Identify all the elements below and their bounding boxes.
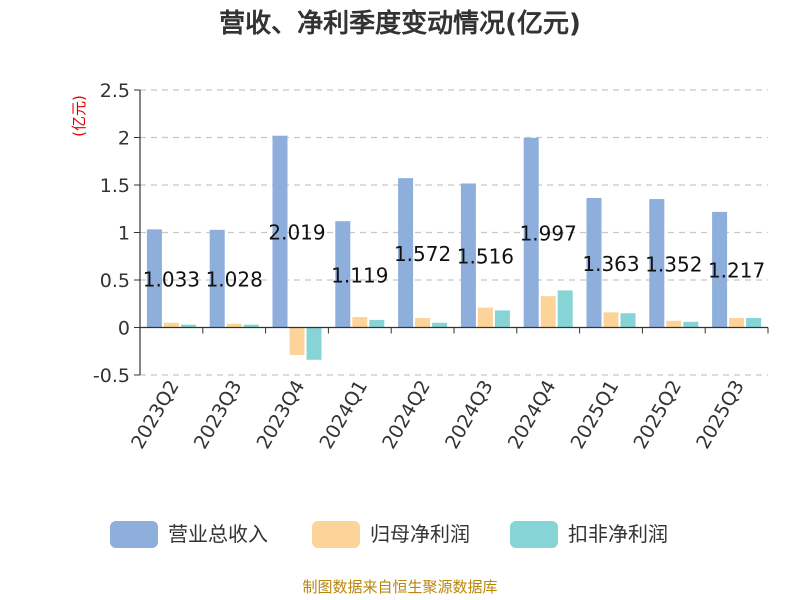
bar-3 [180,324,196,328]
x-tick-label: 2023Q4 [253,377,310,453]
bar-1 [649,199,665,328]
legend-label: 营业总收入 [168,522,268,546]
bar-3 [243,324,259,328]
bar-2 [729,318,745,328]
y-axis-unit: (亿元) [70,95,88,137]
x-tick-label: 2024Q1 [315,377,372,453]
source-note: 制图数据来自恒生聚源数据库 [302,578,497,596]
y-axis-ticks: -0.5 0 0.5 1 1.5 2 2.5 [93,80,140,387]
bar-2 [666,320,682,328]
data-label: 1.572 [394,242,451,266]
chart-title: 营收、净利季度变动情况(亿元) [219,8,581,39]
bar-3 [432,322,448,328]
bar-2 [163,322,179,328]
x-tick-label: 2023Q2 [127,377,184,453]
bars [146,135,762,360]
legend-label: 扣非净利润 [568,522,668,546]
bar-1 [523,137,539,328]
bar-3 [620,313,636,328]
x-axis-ticks: 2023Q2 2023Q3 2023Q4 2024Q1 2024Q2 2024Q3 2024… [127,377,749,453]
bar-2 [226,323,242,328]
bar-1 [460,183,476,328]
bar-2 [415,318,431,328]
bar-3 [683,321,699,328]
data-label: 1.028 [206,268,263,292]
y-tick-label: 0.5 [100,270,130,292]
grid-lines [140,89,768,376]
legend-swatch [510,521,558,548]
bar-1 [146,229,162,328]
bar-1 [335,221,351,328]
bar-2 [603,312,619,328]
x-tick-label: 2023Q3 [190,377,247,453]
y-tick-label: 2 [118,128,130,150]
data-label: 1.033 [143,267,200,291]
bar-3 [306,327,322,360]
bar-1 [272,135,288,328]
y-tick-label: 0 [118,318,130,340]
data-label: 1.217 [708,259,765,283]
x-tick-label: 2025Q2 [629,377,686,453]
bar-3 [746,318,762,328]
bar-3 [369,319,385,328]
legend-swatch [110,521,158,548]
y-tick-label: 1.5 [100,175,130,197]
bar-3 [494,310,510,328]
data-label: 1.119 [331,263,388,287]
data-label: 1.363 [582,252,639,276]
bar-1 [209,229,225,328]
data-label: 1.352 [645,252,702,276]
bar-3 [557,290,573,328]
bar-1 [712,211,728,328]
x-tick-label: 2024Q4 [504,377,561,453]
data-label: 1.997 [520,222,577,246]
y-tick-label: 1 [118,223,130,245]
x-tick-label: 2025Q3 [692,377,749,453]
axes [139,90,769,375]
x-tick-label: 2025Q1 [567,377,624,453]
y-tick-label: 2.5 [100,80,130,102]
bar-1 [586,198,602,328]
bar-2 [540,296,556,328]
legend: 营业总收入 归母净利润 扣非净利润 [110,521,668,548]
data-label: 2.019 [268,221,325,245]
y-tick-label: -0.5 [93,365,130,387]
bar-1 [398,178,414,328]
legend-swatch [312,521,360,548]
x-tick-label: 2024Q3 [441,377,498,453]
x-tick-label: 2024Q2 [378,377,435,453]
legend-label: 归母净利润 [370,522,470,546]
data-label: 1.516 [457,244,514,268]
bar-2 [477,307,493,328]
bar-2 [352,317,368,328]
bar-2 [289,327,305,356]
